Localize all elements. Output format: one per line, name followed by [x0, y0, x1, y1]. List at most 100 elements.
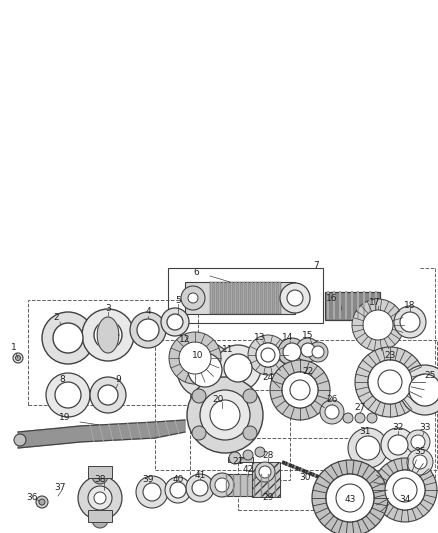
Circle shape	[143, 483, 161, 501]
Circle shape	[94, 492, 106, 504]
Circle shape	[279, 283, 309, 313]
Text: 37: 37	[54, 483, 66, 492]
Circle shape	[281, 372, 317, 408]
Circle shape	[354, 347, 424, 417]
Circle shape	[269, 360, 329, 420]
Text: 39: 39	[142, 475, 153, 484]
Bar	[218, 282, 220, 314]
Circle shape	[342, 413, 352, 423]
Circle shape	[325, 474, 373, 522]
Circle shape	[300, 343, 314, 357]
Text: 15: 15	[301, 330, 313, 340]
Circle shape	[161, 308, 189, 336]
Circle shape	[209, 400, 240, 430]
Circle shape	[166, 314, 183, 330]
Circle shape	[354, 413, 364, 423]
Circle shape	[290, 380, 309, 400]
Circle shape	[258, 466, 270, 478]
Circle shape	[60, 330, 76, 346]
Circle shape	[187, 377, 262, 453]
Bar	[237, 282, 240, 314]
Text: 17: 17	[368, 297, 380, 306]
Circle shape	[78, 476, 122, 520]
Circle shape	[180, 286, 205, 310]
Circle shape	[393, 306, 425, 338]
Circle shape	[319, 400, 343, 424]
Text: 1: 1	[11, 343, 17, 351]
Text: 21: 21	[232, 457, 243, 466]
Bar	[269, 282, 272, 314]
Circle shape	[254, 447, 265, 457]
Circle shape	[324, 405, 338, 419]
Bar	[254, 282, 256, 314]
Bar	[241, 282, 244, 314]
Circle shape	[243, 450, 252, 460]
Circle shape	[215, 345, 261, 391]
Circle shape	[186, 474, 213, 502]
Text: 5: 5	[175, 295, 180, 304]
Text: 20: 20	[212, 395, 223, 405]
Bar	[183, 345, 207, 373]
Bar	[226, 282, 229, 314]
Circle shape	[130, 312, 166, 348]
Bar	[249, 282, 252, 314]
Circle shape	[410, 435, 424, 449]
Circle shape	[283, 343, 300, 361]
Text: 38: 38	[94, 475, 106, 484]
Circle shape	[406, 449, 432, 475]
Text: 18: 18	[403, 301, 415, 310]
Bar	[190, 390, 290, 480]
Bar	[88, 510, 112, 522]
Circle shape	[177, 342, 233, 398]
Bar	[222, 282, 225, 314]
Text: 25: 25	[424, 370, 434, 379]
Circle shape	[380, 428, 414, 462]
Circle shape	[367, 360, 411, 404]
Circle shape	[170, 482, 186, 498]
Circle shape	[191, 389, 205, 403]
Circle shape	[14, 434, 26, 446]
Text: 33: 33	[418, 424, 430, 432]
Circle shape	[412, 455, 426, 469]
Bar	[277, 282, 280, 314]
Bar	[222, 474, 279, 496]
Text: 11: 11	[222, 345, 233, 354]
Circle shape	[191, 426, 205, 440]
Text: 28: 28	[262, 450, 273, 459]
Circle shape	[243, 426, 256, 440]
Circle shape	[187, 351, 202, 367]
Text: 29: 29	[262, 494, 273, 503]
Bar	[261, 282, 265, 314]
Circle shape	[255, 343, 279, 367]
Circle shape	[191, 480, 208, 496]
Text: 6: 6	[193, 268, 198, 277]
Text: 36: 36	[26, 494, 38, 503]
Circle shape	[335, 484, 363, 512]
Circle shape	[200, 390, 249, 440]
Text: 13: 13	[254, 334, 265, 343]
Circle shape	[53, 323, 83, 353]
Bar	[273, 282, 276, 314]
Circle shape	[372, 458, 436, 522]
Bar	[230, 282, 233, 314]
Circle shape	[311, 346, 323, 358]
Circle shape	[286, 290, 302, 306]
Circle shape	[355, 436, 379, 460]
Text: 19: 19	[59, 414, 71, 423]
Circle shape	[377, 370, 401, 394]
Circle shape	[311, 460, 387, 533]
Bar	[237, 438, 395, 510]
Circle shape	[39, 499, 45, 505]
Text: 16: 16	[325, 294, 337, 303]
Bar	[324, 292, 379, 320]
Circle shape	[362, 310, 392, 340]
Circle shape	[295, 338, 319, 362]
Polygon shape	[18, 420, 184, 448]
Bar	[265, 282, 268, 314]
Circle shape	[325, 474, 373, 522]
Circle shape	[399, 312, 419, 332]
Circle shape	[209, 473, 233, 497]
Bar	[209, 282, 212, 314]
Circle shape	[399, 365, 438, 415]
Circle shape	[82, 309, 134, 361]
